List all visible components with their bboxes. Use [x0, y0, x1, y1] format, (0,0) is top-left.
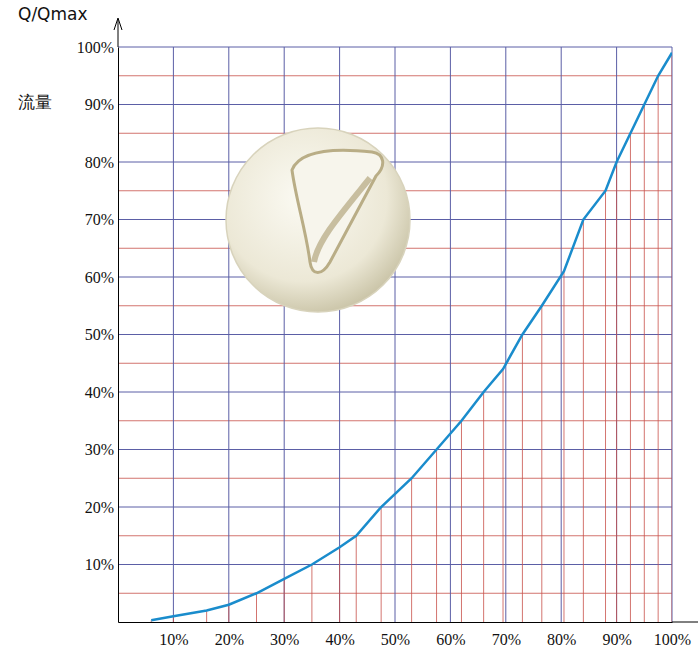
drop-line	[206, 611, 207, 623]
grid-line	[561, 47, 562, 622]
x-tick-label: 50%	[381, 631, 410, 648]
grid-line	[505, 47, 506, 622]
drop-line	[483, 392, 484, 622]
drop-line	[616, 162, 617, 622]
x-tick: 60%	[436, 622, 465, 648]
drop-line	[411, 478, 412, 622]
x-axis: 10% 20% 30% 40% 50% 60% 70% 80% 90% 100%	[119, 622, 692, 648]
y-tick-label: 80%	[85, 154, 114, 171]
y-axis-line	[118, 48, 119, 623]
y-tick: 50%	[85, 326, 118, 343]
grid-line	[395, 47, 396, 622]
x-tick-label: 70%	[492, 631, 521, 648]
drop-line	[339, 547, 340, 622]
valve-ball	[226, 128, 410, 312]
drop-line	[541, 306, 542, 622]
y-tick: 70%	[85, 211, 118, 228]
y-tick: 30%	[85, 441, 118, 458]
x-tick-label: 40%	[325, 631, 354, 648]
grid	[118, 47, 672, 622]
drop-line	[605, 191, 606, 622]
ball-notch	[292, 150, 383, 272]
x-tick-label: 60%	[436, 631, 465, 648]
y-tick-label: 40%	[85, 384, 114, 401]
drop-line	[630, 133, 631, 622]
x-tick-label: 20%	[215, 631, 244, 648]
grid-line	[450, 47, 451, 622]
x-axis-line	[119, 622, 673, 623]
y-axis: 10% 20% 30% 40% 50% 60% 70% 80% 90% 100%	[77, 39, 119, 623]
grid-line	[284, 47, 285, 622]
chart: 10% 20% 30% 40% 50% 60% 70% 80% 90% 100% 10% 20% 30%…	[0, 0, 700, 665]
x-tick: 40%	[325, 622, 354, 648]
drop-line	[658, 76, 659, 622]
x-tick: 50%	[381, 622, 410, 648]
y-tick-label: 20%	[85, 499, 114, 516]
drop-line	[672, 53, 673, 622]
grid-line	[228, 47, 229, 622]
x-tick-label: 100%	[654, 631, 691, 648]
x-tick: 10%	[159, 622, 188, 648]
drop-line	[563, 271, 564, 622]
y-tick: 60%	[85, 269, 118, 286]
x-tick: 90%	[602, 622, 631, 648]
drop-line	[228, 605, 229, 622]
drop-line	[503, 369, 504, 622]
x-tick: 100%	[654, 622, 691, 648]
y-tick: 90%	[85, 96, 118, 113]
ball-notch-shadow	[314, 178, 370, 262]
y-tick-label: 100%	[77, 39, 114, 56]
y-tick: 40%	[85, 384, 118, 401]
grid-line	[173, 47, 174, 622]
x-tick-label: 90%	[602, 631, 631, 648]
y-tick-label: 10%	[85, 556, 114, 573]
y-axis-title: Q/Qmax	[18, 4, 88, 24]
x-tick: 20%	[215, 622, 244, 648]
ball-body	[226, 128, 410, 312]
drop-line	[644, 105, 645, 623]
drop-line	[256, 593, 257, 622]
grid-line	[616, 47, 617, 622]
y-axis-arrow	[114, 18, 122, 30]
plot-area	[151, 53, 672, 622]
y-axis-arrow-line	[118, 20, 119, 47]
y-tick-label: 90%	[85, 96, 114, 113]
drop-line	[461, 421, 462, 622]
y-tick: 20%	[85, 499, 118, 516]
x-tick-label: 30%	[270, 631, 299, 648]
y-tick: 100%	[77, 39, 118, 56]
x-axis-extension	[672, 622, 698, 623]
x-tick: 70%	[492, 622, 521, 648]
x-tick: 30%	[270, 622, 299, 648]
y-tick-label: 50%	[85, 326, 114, 343]
drop-line	[583, 220, 584, 623]
drop-line	[311, 565, 312, 623]
y-tick-label: 70%	[85, 211, 114, 228]
grid-line	[672, 47, 673, 622]
y-tick-label: 60%	[85, 269, 114, 286]
y-tick: 80%	[85, 154, 118, 171]
x-tick: 80%	[547, 622, 576, 648]
x-tick-label: 80%	[547, 631, 576, 648]
drop-line	[356, 536, 357, 622]
flow-curve	[151, 53, 672, 621]
drop-line	[284, 579, 285, 622]
y-tick-label: 30%	[85, 441, 114, 458]
drop-line	[522, 335, 523, 623]
x-tick-label: 10%	[159, 631, 188, 648]
y-tick: 10%	[85, 556, 118, 573]
annotation: 流量	[18, 92, 52, 112]
drop-line	[381, 507, 382, 622]
drop-line	[436, 450, 437, 623]
